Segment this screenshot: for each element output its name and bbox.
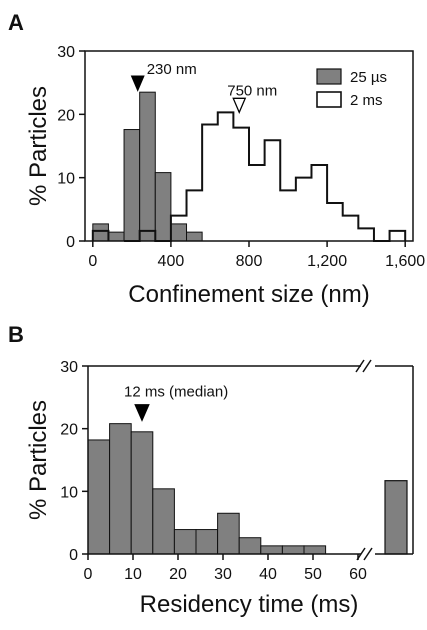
panel-b-bar-1 xyxy=(109,423,132,555)
panel-b-xtick-label-5: 50 xyxy=(304,566,322,583)
panel-b-ytick-label-1: 10 xyxy=(60,484,78,501)
panel-b-overflow-bar xyxy=(384,480,408,555)
panel-a-bar-25us-1 xyxy=(107,231,125,242)
panel-b-bar-6 xyxy=(217,512,240,555)
panel-a-bar-25us-2 xyxy=(123,129,141,242)
panel-a-ytick-label-1: 10 xyxy=(57,171,75,188)
panel-b-series xyxy=(87,423,327,555)
panel-b: B 0 10 20 30 0 10 20 30 40 50 60 Residency time (… xyxy=(8,322,414,618)
panel-a-y-ticks: 0 10 20 30 xyxy=(57,44,85,251)
panel-b-x-ticks: 0 10 20 30 40 50 60 xyxy=(84,554,367,583)
panel-b-xtick-label-2: 20 xyxy=(169,566,187,583)
panel-b-xtick-label-6: 60 xyxy=(349,566,367,583)
panel-b-xtick-label-3: 30 xyxy=(214,566,232,583)
panel-b-bar-5 xyxy=(195,529,219,555)
panel-b-xtick-label-4: 40 xyxy=(259,566,277,583)
panel-a-annotation-label-0: 230 nm xyxy=(147,61,197,78)
panel-b-annotations: 12 ms (median) xyxy=(124,384,228,422)
panel-b-xtick-label-1: 10 xyxy=(124,566,142,583)
panel-a-ytick-label-3: 30 xyxy=(57,44,75,61)
panel-a-xtick-label-1: 400 xyxy=(158,253,185,270)
panel-a-y-axis-title: % Particles xyxy=(25,86,52,206)
panel-b-bar-10 xyxy=(303,545,327,555)
panel-b-y-ticks: 0 10 20 30 xyxy=(60,359,88,564)
panel-a-bar-25us-6 xyxy=(186,231,203,242)
legend-swatch-25us xyxy=(316,68,342,85)
panel-a-bar-25us-3 xyxy=(139,91,156,242)
panel-a-xtick-label-0: 0 xyxy=(88,253,97,270)
panel-a-xtick-label-4: 1,600 xyxy=(385,253,425,270)
panel-b-ytick-label-2: 20 xyxy=(60,422,78,439)
panel-b-ytick-label-3: 30 xyxy=(60,359,78,376)
panel-b-ytick-label-0: 0 xyxy=(69,547,78,564)
panel-b-bar-7 xyxy=(238,537,262,555)
legend-swatch-2ms xyxy=(316,91,342,108)
legend-label-25us: 25 µs xyxy=(350,69,387,86)
panel-a-ytick-label-2: 20 xyxy=(57,107,75,124)
panel-b-annotation-label-0: 12 ms (median) xyxy=(124,384,228,401)
panel-a-bar-25us-5 xyxy=(170,223,188,242)
panel-a-annotation-marker-0 xyxy=(130,75,145,92)
legend-label-2ms: 2 ms xyxy=(350,92,383,109)
panel-a-bar-25us-4 xyxy=(154,172,172,242)
panel-a-legend: 25 µs 2 ms xyxy=(316,68,387,109)
panel-b-bar-9 xyxy=(281,545,305,555)
panel-a-annotations: 230 nm 750 nm xyxy=(130,61,277,114)
panel-a-xtick-label-3: 1,200 xyxy=(307,253,347,270)
panel-b-y-axis-title: % Particles xyxy=(25,400,52,520)
panel-b-bar-3 xyxy=(152,488,175,555)
panel-b-label: B xyxy=(8,322,24,347)
panel-a-annotation-marker-1 xyxy=(232,97,247,114)
panel-a-series-25us xyxy=(92,91,203,242)
panel-b-bar-4 xyxy=(173,529,197,555)
panel-a-xtick-label-2: 800 xyxy=(236,253,263,270)
panel-b-bar-8 xyxy=(260,545,283,555)
panel-a-x-ticks: 0 400 800 1,200 1,600 xyxy=(88,241,425,270)
axis-break-marks xyxy=(355,359,373,561)
panel-b-xtick-label-0: 0 xyxy=(84,566,93,583)
panel-a-label: A xyxy=(8,10,24,35)
panel-a-bar-25us-0 xyxy=(92,223,109,242)
panel-b-bar-2 xyxy=(130,431,154,555)
panel-a-annotation-label-1: 750 nm xyxy=(227,82,277,99)
panel-b-bar-0 xyxy=(87,439,111,555)
panel-b-annotation-marker-0 xyxy=(134,404,150,422)
panel-a-series-2ms-outline xyxy=(91,111,407,242)
panel-b-x-axis-title: Residency time (ms) xyxy=(140,591,359,618)
panel-a-x-axis-title: Confinement size (nm) xyxy=(128,281,369,308)
panel-a: A 0 10 20 30 0 400 800 1,200 1,600 Confinement … xyxy=(8,10,425,308)
panel-a-ytick-label-0: 0 xyxy=(66,234,75,251)
